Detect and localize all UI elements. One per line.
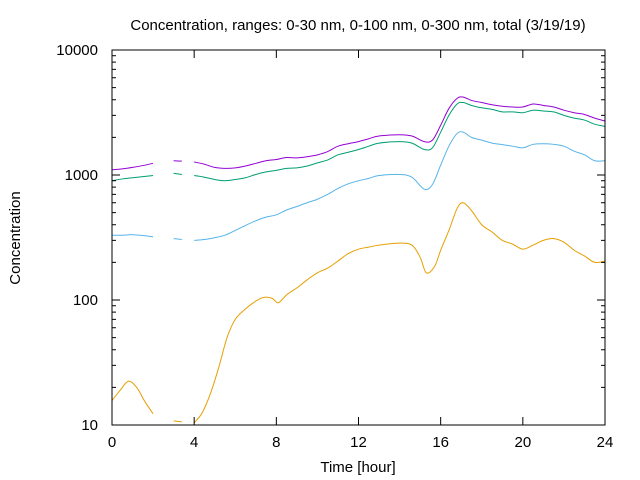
x-tick-label: 20: [514, 434, 531, 451]
series-line-0: [112, 380, 154, 415]
series-line-0: [193, 202, 605, 424]
y-tick-label: 10: [81, 417, 98, 434]
y-axis-label: Concentration: [7, 191, 24, 284]
series-line-2: [173, 172, 182, 175]
x-tick-label: 24: [597, 434, 614, 451]
series-line-1: [194, 131, 605, 241]
chart-title: Concentration, ranges: 0-30 nm, 0-100 nm…: [130, 17, 585, 34]
y-tick-label: 10000: [56, 42, 98, 59]
x-axis: 0 4 8 12 16 20 24: [108, 50, 614, 451]
x-tick-label: 0: [108, 434, 116, 451]
y-tick-label: 100: [73, 292, 98, 309]
series-line-1: [173, 238, 182, 240]
plot-area: [112, 96, 605, 424]
y-tick-label: 1000: [65, 167, 98, 184]
series-line-3: [112, 162, 154, 171]
series-line-2: [112, 175, 154, 182]
series-line-0: [173, 420, 182, 423]
series-line-1: [112, 234, 154, 238]
x-tick-label: 12: [350, 434, 367, 451]
x-tick-label: 8: [272, 434, 280, 451]
x-tick-label: 4: [190, 434, 198, 451]
x-axis-label: Time [hour]: [320, 459, 395, 476]
series-line-2: [194, 101, 605, 182]
series-line-3: [194, 96, 605, 169]
x-tick-label: 16: [432, 434, 449, 451]
y-axis: 10 100 1000 10000: [56, 42, 605, 434]
plot-frame: [111, 49, 606, 426]
